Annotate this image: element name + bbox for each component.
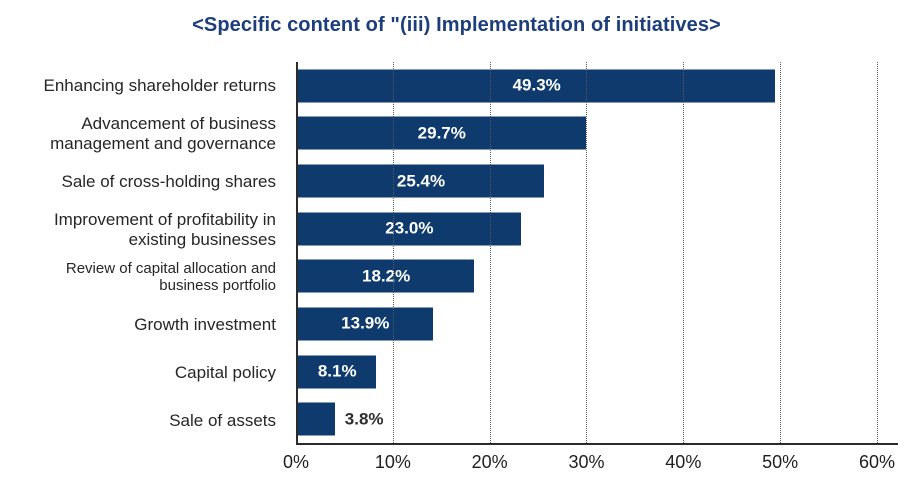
x-tick-label: 50% — [762, 452, 799, 472]
bar-value-label: 8.1% — [317, 361, 357, 381]
category-label: Review of capital allocation and busines… — [65, 259, 276, 295]
bar-value-label: 13.9% — [341, 313, 390, 333]
gridline — [586, 62, 588, 443]
bar-row: 23.0% — [298, 205, 898, 253]
bar-value-label: 25.4% — [396, 171, 446, 191]
bar-rows: 49.3% 29.7% 25.4% 23.0% 18.2% 13.9% 8.1% 3.8% — [298, 62, 898, 443]
bar-value-label: 29.7% — [417, 123, 466, 143]
x-tick-label: 30% — [568, 452, 605, 472]
bar: 29.7% — [298, 116, 586, 150]
bar-row: 3.8% — [298, 395, 898, 443]
gridline — [489, 62, 491, 443]
bar: 25.4% — [298, 164, 544, 198]
bar: 3.8% — [298, 402, 384, 436]
gridline — [392, 62, 394, 443]
bar-value-label: 23.0% — [385, 218, 434, 238]
category-label: Enhancing shareholder returns — [43, 75, 276, 95]
bar: 49.3% — [298, 69, 776, 103]
category-label: Sale of cross-holding shares — [61, 171, 276, 191]
category-label: Capital policy — [174, 363, 276, 383]
bar-value-label: 3.8% — [344, 409, 384, 429]
x-tick-label: 40% — [665, 452, 702, 472]
bar-row: 13.9% — [298, 300, 898, 348]
bar: 23.0% — [298, 212, 521, 246]
gridline — [683, 62, 685, 443]
bar: 8.1% — [298, 355, 377, 389]
category-label: Advancement of business management and g… — [50, 113, 276, 153]
x-tick-label: 20% — [471, 452, 508, 472]
x-tick-label: 60% — [858, 452, 895, 472]
bar-row: 25.4% — [298, 157, 898, 205]
category-label: Growth investment — [134, 315, 276, 335]
bar-value-label: 18.2% — [362, 266, 411, 286]
bar-row: 29.7% — [298, 110, 898, 158]
gridline — [876, 62, 878, 443]
category-label: Sale of assets — [169, 411, 276, 431]
x-tick-label: 0% — [282, 452, 309, 472]
bar-row: 18.2% — [298, 253, 898, 301]
category-label: Improvement of profitability in existing… — [53, 209, 276, 249]
x-tick-label: 10% — [374, 452, 411, 472]
bar-row: 49.3% — [298, 62, 898, 110]
bar-value-label: 49.3% — [512, 75, 561, 95]
bar: 18.2% — [298, 259, 475, 293]
chart-title: <Specific content of "(iii) Implementati… — [192, 14, 721, 36]
plot-area: 49.3% 29.7% 25.4% 23.0% 18.2% 13.9% 8.1% 3.8% — [296, 62, 898, 445]
bar-row: 8.1% — [298, 348, 898, 396]
bar: 13.9% — [298, 307, 433, 341]
gridline — [780, 62, 782, 443]
category-labels-column: Enhancing shareholder returns Advancement… — [0, 62, 286, 445]
